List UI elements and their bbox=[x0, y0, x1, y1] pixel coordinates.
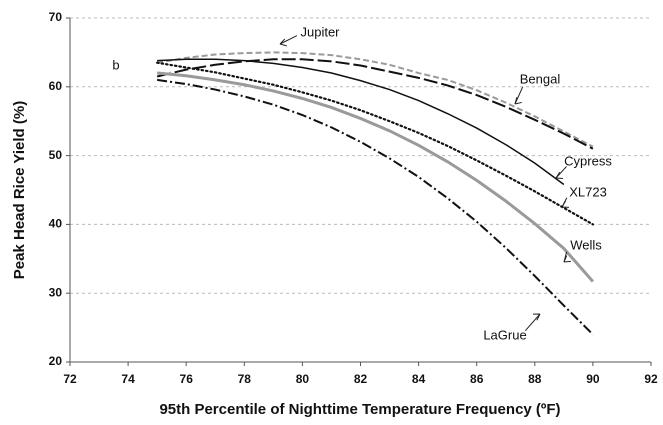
y-tick-label: 30 bbox=[49, 285, 63, 299]
series-line bbox=[157, 58, 565, 186]
label-arrow bbox=[524, 313, 541, 332]
y-tick-label: 60 bbox=[49, 79, 63, 93]
x-tick-label: 92 bbox=[644, 372, 658, 386]
x-axis-title: 95th Percentile of Nighttime Temperature… bbox=[159, 401, 560, 418]
series-label: XL723 bbox=[569, 184, 607, 199]
series-line bbox=[156, 58, 594, 150]
y-tick-label: 40 bbox=[49, 217, 63, 231]
y-axis-title: Peak Head Rice Yield (%) bbox=[11, 101, 28, 279]
series-label: Cypress bbox=[564, 153, 612, 168]
x-tick-label: 74 bbox=[121, 372, 135, 386]
arrow-head bbox=[555, 171, 564, 180]
arrow-head bbox=[532, 313, 541, 321]
series-label: Bengal bbox=[520, 71, 561, 86]
panel-label: b bbox=[112, 57, 119, 72]
arrow-head bbox=[561, 200, 570, 208]
series-line bbox=[156, 51, 594, 148]
series-line bbox=[157, 71, 595, 283]
x-tick-label: 72 bbox=[63, 372, 77, 386]
series-label: Jupiter bbox=[300, 24, 340, 39]
series-label: LaGrue bbox=[483, 327, 526, 342]
arrow-head bbox=[279, 38, 287, 47]
x-tick-label: 86 bbox=[470, 372, 484, 386]
x-tick-label: 82 bbox=[354, 372, 368, 386]
x-tick-label: 80 bbox=[296, 372, 310, 386]
arrow-head bbox=[563, 255, 572, 263]
arrow-head bbox=[514, 97, 522, 105]
label-arrow bbox=[279, 35, 298, 45]
y-tick-label: 20 bbox=[49, 354, 63, 368]
x-tick-label: 76 bbox=[180, 372, 194, 386]
y-tick-label: 50 bbox=[49, 148, 63, 162]
x-tick-label: 78 bbox=[238, 372, 252, 386]
series-label: Wells bbox=[570, 237, 602, 252]
series-line bbox=[157, 78, 594, 336]
series-line bbox=[156, 61, 594, 226]
x-tick-label: 84 bbox=[412, 372, 426, 386]
x-tick-label: 88 bbox=[528, 372, 542, 386]
x-tick-label: 90 bbox=[586, 372, 600, 386]
y-tick-label: 70 bbox=[49, 10, 63, 24]
